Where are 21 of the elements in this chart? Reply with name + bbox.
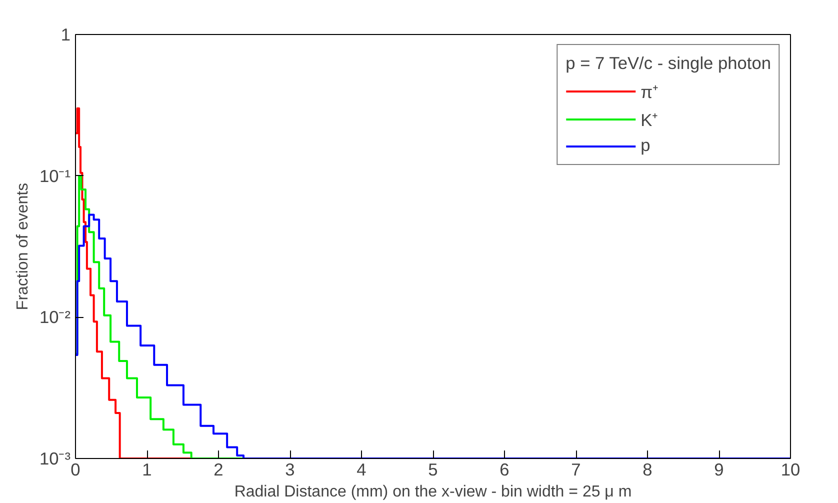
legend-title: p = 7 TeV/c - single photon [566, 53, 771, 74]
y-tick-label: 10⁻² [39, 307, 71, 328]
x-tick-label: 7 [571, 460, 581, 480]
y-tick-label: 10⁻¹ [39, 166, 71, 186]
x-tick-label: 9 [714, 460, 724, 480]
x-tick-label: 1 [142, 460, 152, 480]
x-tick-label: 10 [780, 460, 800, 480]
x-tick-label: 0 [70, 460, 80, 480]
x-tick-label: 3 [285, 460, 295, 480]
x-tick-label: 4 [356, 460, 367, 480]
x-tick-label: 2 [214, 460, 224, 480]
x-tick-label: 5 [428, 460, 438, 480]
y-axis-title: Fraction of events [14, 182, 32, 310]
y-tick-label: 1 [60, 24, 71, 44]
x-tick-label: 6 [500, 460, 510, 480]
y-tick-label: 10⁻³ [39, 448, 71, 468]
legend-label: π⁺ [640, 81, 660, 103]
legend-label: p [640, 135, 652, 156]
x-axis-title: Radial Distance (mm) on the x-view - bin width = 25 μ m [234, 484, 632, 500]
x-tick-label: 8 [642, 460, 652, 480]
legend-label: K⁺ [640, 109, 660, 131]
